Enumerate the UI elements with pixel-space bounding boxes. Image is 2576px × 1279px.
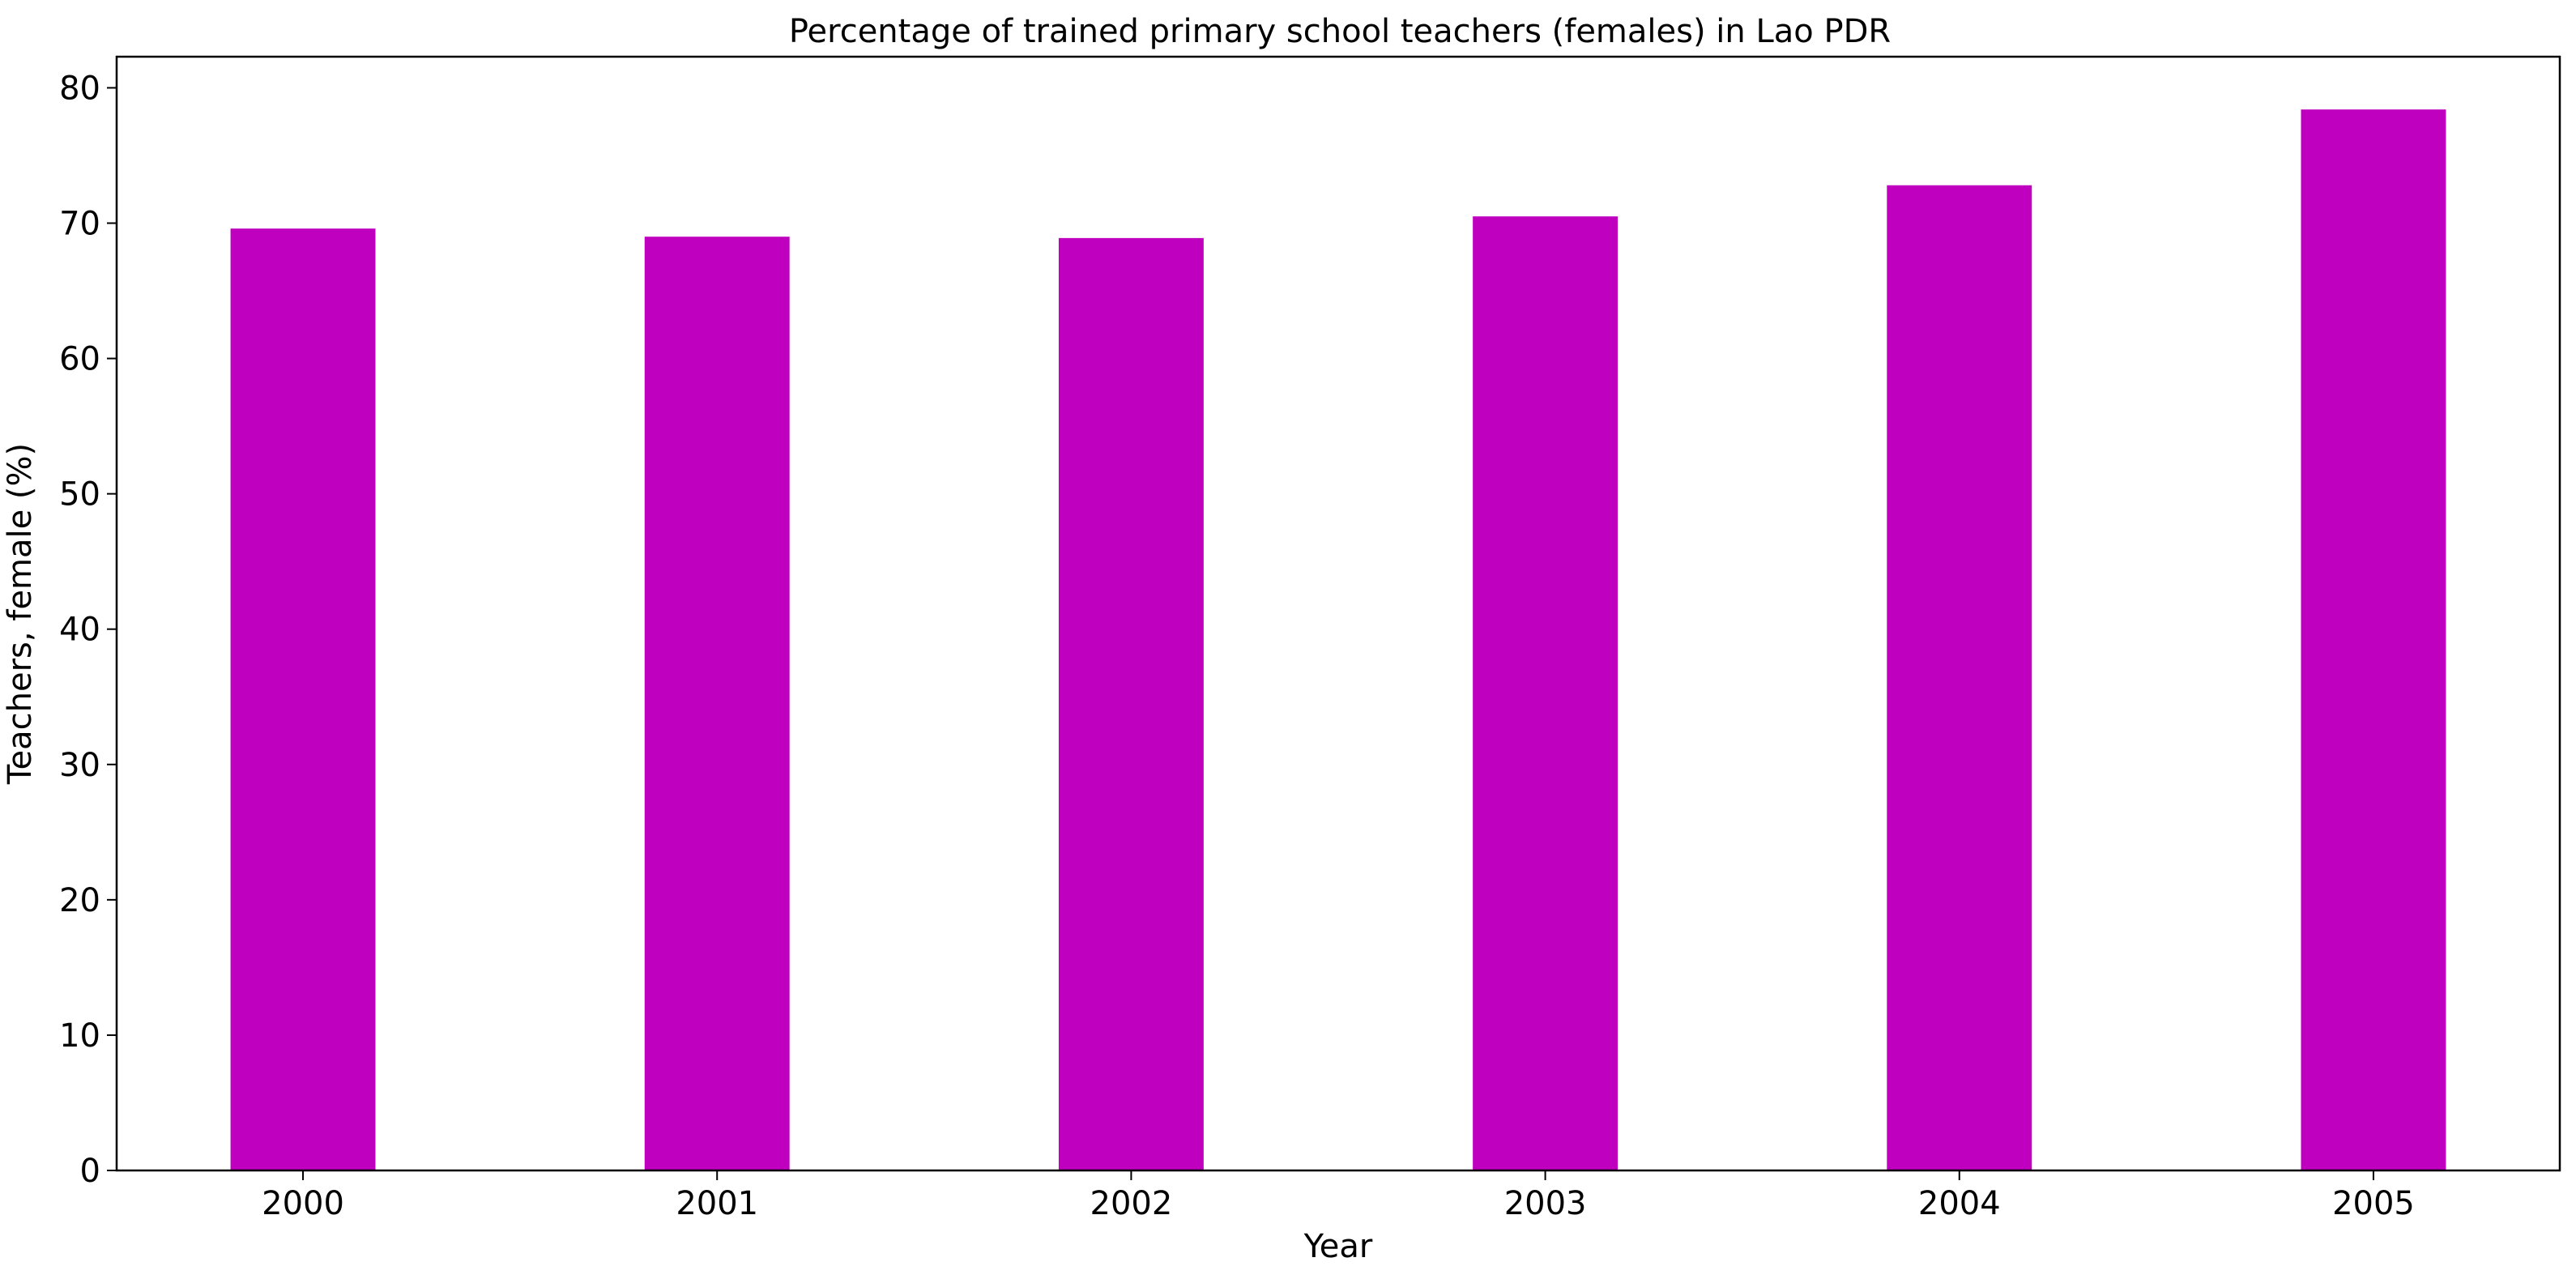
bar-2005 xyxy=(2301,109,2446,1170)
y-tick-label: 20 xyxy=(59,882,100,919)
x-axis-title: Year xyxy=(1303,1228,1373,1265)
plot-area-frame xyxy=(115,55,2561,1172)
chart-title: Percentage of trained primary school tea… xyxy=(789,13,1891,50)
x-tick-label: 2003 xyxy=(1504,1185,1587,1222)
bar-2001 xyxy=(644,237,790,1171)
y-tick-label: 80 xyxy=(59,70,100,107)
x-tick-label: 2001 xyxy=(676,1185,758,1222)
x-tick-label: 2002 xyxy=(1090,1185,1173,1222)
y-axis-title: Teachers, female (%) xyxy=(2,443,39,785)
y-tick-label: 40 xyxy=(59,612,100,649)
y-tick-label: 10 xyxy=(59,1017,100,1055)
bar-2004 xyxy=(1887,185,2032,1170)
x-tick-label: 2004 xyxy=(1918,1185,2001,1222)
bars-layer xyxy=(230,109,2446,1171)
y-tick-label: 0 xyxy=(80,1153,100,1190)
y-axis-ticks: 0 10 20 30 40 50 60 70 80 xyxy=(59,70,117,1190)
y-tick-label: 50 xyxy=(59,476,100,514)
x-axis-ticks: 2000 2001 2002 2003 2004 2005 xyxy=(262,1170,2415,1222)
bar-2003 xyxy=(1473,216,1619,1171)
y-tick-label: 60 xyxy=(59,341,100,378)
bar-2000 xyxy=(230,228,376,1170)
bar-2002 xyxy=(1058,237,1204,1170)
x-tick-label: 2000 xyxy=(262,1185,344,1222)
y-tick-label: 70 xyxy=(59,205,100,242)
y-tick-label: 30 xyxy=(59,747,100,784)
x-tick-label: 2005 xyxy=(2332,1185,2415,1222)
